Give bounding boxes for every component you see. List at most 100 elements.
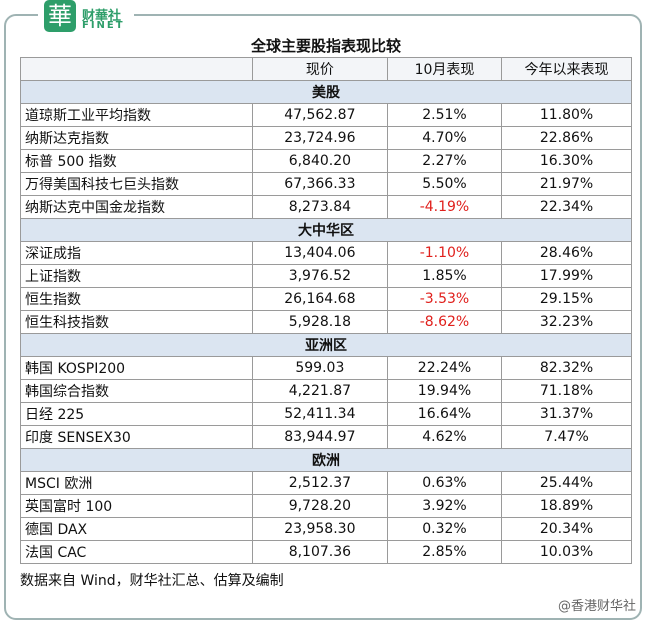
value-cell: 3,976.52 [251,264,388,288]
section-row: 欧洲 [20,448,632,472]
value-cell: 0.32% [386,517,503,541]
index-name: 日经 225 [20,402,253,426]
data-row: 德国 DAX 23,958.30 0.32% 20.34% [20,517,632,541]
value-cell: 4.62% [386,425,503,449]
index-name: 韩国 KOSPI200 [20,356,253,380]
value-cell: 22.86% [501,126,632,150]
value-cell: 20.34% [501,517,632,541]
value-cell: -8.62% [386,310,503,334]
value-cell: 11.80% [501,103,632,127]
value-cell: 47,562.87 [251,103,388,127]
index-name: 标普 500 指数 [20,149,253,173]
value-cell: 1.85% [386,264,503,288]
value-cell: 22.24% [386,356,503,380]
value-cell: 21.97% [501,172,632,196]
index-name: 恒生科技指数 [20,310,253,334]
value-cell: 25.44% [501,471,632,495]
data-row: 日经 225 52,411.34 16.64% 31.37% [20,402,632,426]
value-cell: 2,512.37 [251,471,388,495]
value-cell: 13,404.06 [251,241,388,265]
data-row: 上证指数 3,976.52 1.85% 17.99% [20,264,632,288]
value-cell: -1.10% [386,241,503,265]
value-cell: 7.47% [501,425,632,449]
index-name: 恒生指数 [20,287,253,311]
value-cell: 28.46% [501,241,632,265]
value-cell: 10.03% [501,540,632,564]
data-row: MSCI 欧洲 2,512.37 0.63% 25.44% [20,471,632,495]
index-name: 韩国综合指数 [20,379,253,403]
header-cell: 现价 [251,57,388,81]
value-cell: 2.85% [386,540,503,564]
data-row: 深证成指 13,404.06 -1.10% 28.46% [20,241,632,265]
value-cell: 31.37% [501,402,632,426]
value-cell: 16.64% [386,402,503,426]
data-row: 恒生指数 26,164.68 -3.53% 29.15% [20,287,632,311]
index-name: 纳斯达克中国金龙指数 [20,195,253,219]
value-cell: 5.50% [386,172,503,196]
value-cell: 5,928.18 [251,310,388,334]
value-cell: 82.32% [501,356,632,380]
value-cell: 18.89% [501,494,632,518]
section-name: 美股 [20,80,632,104]
value-cell: 16.30% [501,149,632,173]
value-cell: 23,724.96 [251,126,388,150]
data-row: 法国 CAC 8,107.36 2.85% 10.03% [20,540,632,564]
value-cell: -4.19% [386,195,503,219]
value-cell: 3.92% [386,494,503,518]
data-row: 韩国综合指数 4,221.87 19.94% 71.18% [20,379,632,403]
index-table: 现价 10月表现 今年以来表现 美股 道琼斯工业平均指数 47,562.87 2.51% 11… [20,57,632,564]
header-row: 现价 10月表现 今年以来表现 [20,57,632,81]
value-cell: 4,221.87 [251,379,388,403]
value-cell: 8,273.84 [251,195,388,219]
header-cell: 今年以来表现 [501,57,632,81]
value-cell: 32.23% [501,310,632,334]
value-cell: 52,411.34 [251,402,388,426]
header-cell: 10月表现 [386,57,503,81]
value-cell: -3.53% [386,287,503,311]
frame [4,14,642,620]
value-cell: 0.63% [386,471,503,495]
value-cell: 8,107.36 [251,540,388,564]
index-name: 德国 DAX [20,517,253,541]
table-title: 全球主要股指表现比较 [250,37,401,55]
value-cell: 22.34% [501,195,632,219]
section-row: 大中华区 [20,218,632,242]
value-cell: 23,958.30 [251,517,388,541]
data-row: 标普 500 指数 6,840.20 2.27% 16.30% [20,149,632,173]
value-cell: 67,366.33 [251,172,388,196]
data-row: 万得美国科技七巨头指数 67,366.33 5.50% 21.97% [20,172,632,196]
watermark: @香港财华社 [557,599,636,614]
index-name: 道琼斯工业平均指数 [20,103,253,127]
index-name: 万得美国科技七巨头指数 [20,172,253,196]
section-name: 大中华区 [20,218,632,242]
data-row: 纳斯达克中国金龙指数 8,273.84 -4.19% 22.34% [20,195,632,219]
data-row: 印度 SENSEX30 83,944.97 4.62% 7.47% [20,425,632,449]
data-row: 英国富时 100 9,728.20 3.92% 18.89% [20,494,632,518]
data-row: 道琼斯工业平均指数 47,562.87 2.51% 11.80% [20,103,632,127]
index-name: 深证成指 [20,241,253,265]
value-cell: 26,164.68 [251,287,388,311]
value-cell: 2.51% [386,103,503,127]
value-cell: 83,944.97 [251,425,388,449]
index-name: MSCI 欧洲 [20,471,253,495]
brand: 财華社 [82,9,122,24]
index-name: 英国富时 100 [20,494,253,518]
data-row: 恒生科技指数 5,928.18 -8.62% 32.23% [20,310,632,334]
value-cell: 9,728.20 [251,494,388,518]
section-row: 亚洲区 [20,333,632,357]
data-row: 纳斯达克指数 23,724.96 4.70% 22.86% [20,126,632,150]
logo: 華 [44,0,76,32]
value-cell: 2.27% [386,149,503,173]
value-cell: 599.03 [251,356,388,380]
brand-en: FINET [82,20,125,31]
index-name: 上证指数 [20,264,253,288]
value-cell: 4.70% [386,126,503,150]
header-cell [20,57,253,81]
index-name: 法国 CAC [20,540,253,564]
source-note: 数据来自 Wind，财华社汇总、估算及编制 [20,573,284,589]
value-cell: 19.94% [386,379,503,403]
value-cell: 29.15% [501,287,632,311]
section-row: 美股 [20,80,632,104]
section-name: 亚洲区 [20,333,632,357]
